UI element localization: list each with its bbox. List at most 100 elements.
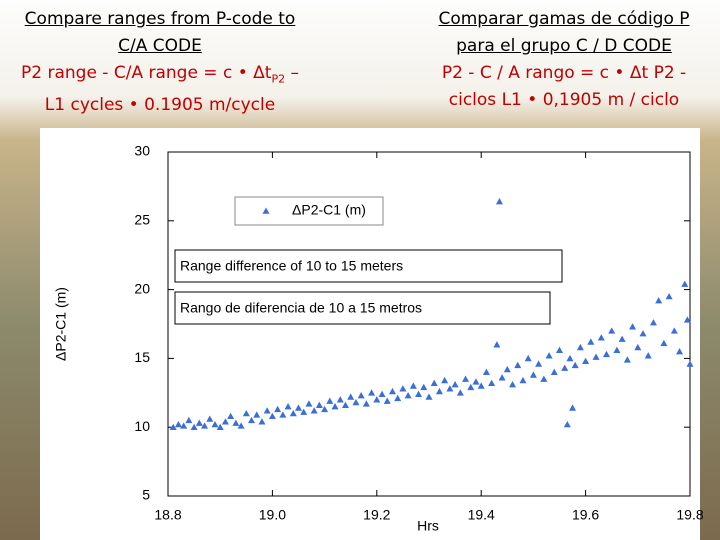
data-point: [446, 385, 454, 392]
data-point: [587, 338, 595, 345]
legend-marker: [262, 207, 270, 214]
data-point: [169, 423, 177, 430]
data-point: [404, 392, 412, 399]
y-tick-label: 25: [134, 212, 150, 228]
annotation-box: [174, 249, 563, 283]
data-point: [629, 323, 637, 330]
data-point: [602, 350, 610, 358]
plot-frame: [167, 151, 691, 497]
data-point: [268, 412, 276, 419]
data-point: [472, 378, 480, 385]
data-point: [493, 341, 501, 348]
data-point: [347, 393, 355, 400]
data-point: [535, 360, 543, 367]
data-point: [352, 398, 360, 406]
data-point: [514, 361, 522, 369]
data-point: [435, 387, 443, 395]
data-point: [321, 405, 329, 413]
data-point: [180, 422, 188, 429]
data-point: [310, 407, 318, 414]
data-point: [545, 352, 553, 359]
data-point: [185, 416, 193, 424]
formula-text: P2 range - C/A range = c • Δt: [21, 63, 272, 83]
data-point: [456, 389, 464, 396]
data-point: [634, 343, 642, 351]
formula-line: ciclos L1 • 0,1905 m / ciclo: [448, 90, 680, 110]
data-point: [563, 420, 571, 428]
data-point: [613, 346, 621, 353]
annotation: Rango de diferencia de 10 a 15 metros: [180, 300, 422, 316]
data-point: [305, 400, 313, 407]
title-line: para el grupo C / D CODE: [456, 36, 672, 56]
x-tick-label: 18.8: [154, 507, 181, 523]
data-point: [576, 343, 584, 351]
data-point: [190, 423, 198, 430]
data-point: [279, 411, 287, 418]
data-point: [655, 297, 663, 304]
data-point: [681, 280, 689, 287]
data-point: [211, 420, 219, 428]
data-point: [639, 330, 647, 337]
formula-subscript: P2: [271, 72, 286, 86]
x-tick-label: 19.4: [468, 507, 495, 523]
data-point: [597, 334, 605, 341]
title-line: C/A CODE: [118, 36, 202, 56]
data-point: [248, 416, 256, 424]
x-tick-label: 19.6: [572, 507, 599, 523]
data-point: [232, 419, 240, 426]
data-point: [503, 365, 511, 373]
data-point: [357, 392, 365, 399]
data-point: [644, 352, 652, 359]
data-point: [394, 394, 402, 402]
data-point: [430, 379, 438, 386]
data-point: [227, 412, 235, 419]
data-point: [670, 327, 678, 334]
data-point: [206, 415, 214, 422]
data-point: [326, 397, 334, 404]
y-tick-label: 15: [134, 349, 150, 365]
data-point: [315, 401, 323, 408]
data-point: [488, 379, 496, 386]
x-tick-label: 19.2: [363, 507, 390, 523]
data-point: [592, 353, 600, 360]
legend-label: ΔP2-C1 (m): [292, 202, 366, 218]
data-point: [676, 348, 684, 355]
data-point: [495, 198, 503, 205]
x-tick-label: 19.8: [676, 507, 703, 523]
data-point: [482, 368, 490, 375]
annotation-box: [174, 291, 551, 325]
data-point: [571, 361, 579, 369]
data-point: [582, 357, 590, 364]
data-point: [420, 383, 428, 391]
data-point: [561, 364, 569, 371]
y-tick-label: 20: [134, 280, 150, 296]
data-point: [529, 371, 537, 378]
data-point: [519, 376, 527, 384]
formula-line: P2 range - C/A range = c • ΔtP2 –: [0, 60, 320, 92]
data-point: [378, 390, 386, 397]
data-point: [665, 292, 673, 300]
data-point: [660, 339, 668, 347]
legend-box: [234, 196, 384, 226]
data-point: [383, 397, 391, 404]
data-point: [686, 360, 694, 367]
y-tick-label: 30: [134, 143, 150, 159]
data-point: [216, 423, 224, 430]
data-point: [373, 396, 381, 403]
data-point: [399, 385, 407, 392]
data-point: [368, 389, 376, 396]
annotation: Range difference of 10 to 15 meters: [180, 258, 403, 274]
data-point: [415, 390, 423, 397]
data-point: [295, 404, 302, 411]
data-point: [289, 409, 297, 417]
data-point: [618, 335, 626, 342]
data-point: [451, 381, 459, 388]
data-point: [201, 422, 209, 429]
data-point: [388, 387, 396, 395]
data-point: [174, 420, 182, 428]
data-point: [336, 396, 344, 403]
data-point: [242, 409, 250, 417]
data-point: [284, 403, 292, 410]
title-line: Comparar gamas de código P: [438, 9, 690, 29]
